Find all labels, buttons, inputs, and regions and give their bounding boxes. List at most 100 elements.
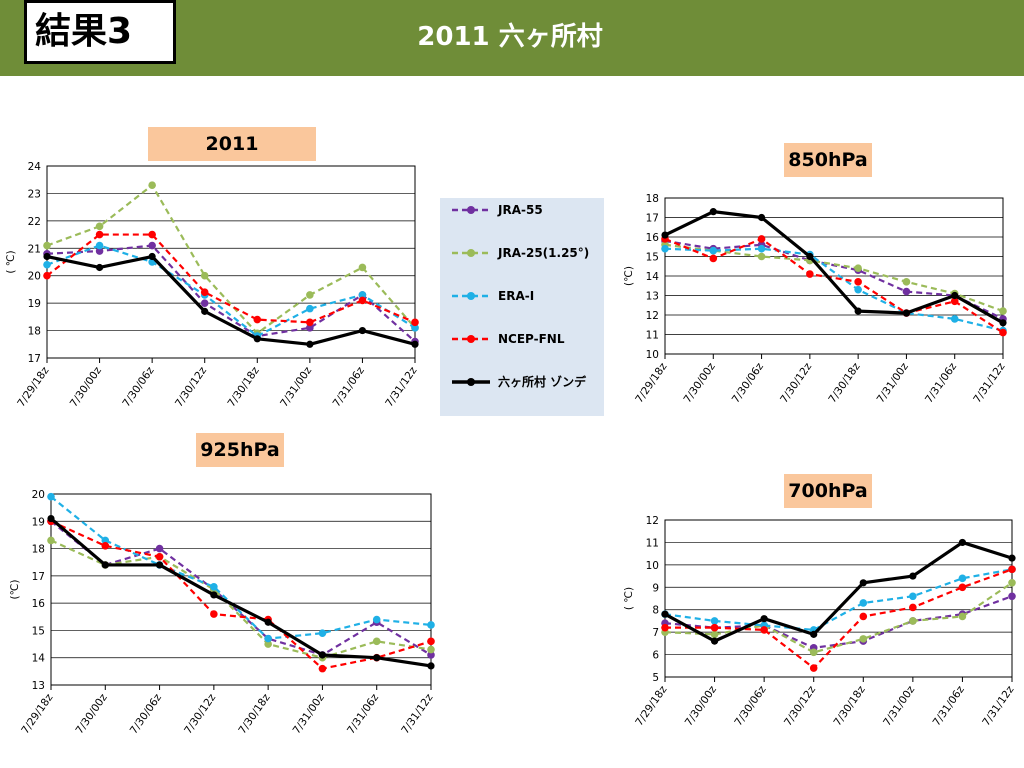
x-tick-label: 7/29/18z bbox=[633, 360, 669, 405]
y-tick-label: 5 bbox=[652, 672, 659, 684]
x-tick-label: 7/30/00z bbox=[74, 691, 110, 736]
data-point bbox=[210, 582, 218, 591]
data-point bbox=[155, 552, 164, 561]
data-point bbox=[253, 335, 261, 343]
chart-c700: 5 6 7 8 9 10 11 12 7/29/18z 7/30/00z 7/30/06z 7/30/… bbox=[623, 515, 1017, 728]
plot-area bbox=[50, 493, 432, 686]
data-point bbox=[372, 637, 381, 646]
data-point bbox=[101, 542, 110, 550]
data-point bbox=[854, 278, 862, 286]
x-tick-label: 7/31/00z bbox=[881, 683, 917, 728]
data-point bbox=[372, 615, 381, 624]
data-point bbox=[909, 603, 917, 612]
data-point bbox=[757, 252, 766, 261]
data-point bbox=[373, 654, 381, 662]
data-point bbox=[661, 623, 669, 632]
y-tick-label: 14 bbox=[646, 271, 660, 283]
data-point bbox=[47, 492, 55, 501]
x-tick-label: 7/31/06z bbox=[923, 360, 959, 405]
x-tick-label: 7/31/00z bbox=[875, 360, 911, 405]
data-point bbox=[999, 319, 1007, 327]
data-point bbox=[909, 617, 917, 625]
x-tick-label: 7/31/12z bbox=[383, 364, 419, 409]
data-point bbox=[264, 634, 272, 643]
data-point bbox=[757, 235, 766, 243]
legend-label-sonde: 六ヶ所村 ゾンデ bbox=[498, 375, 587, 389]
x-tick-label: 7/30/06z bbox=[128, 691, 164, 736]
data-point bbox=[43, 252, 51, 261]
data-point bbox=[318, 664, 327, 673]
data-point bbox=[1008, 579, 1016, 587]
y-tick-label: 11 bbox=[646, 330, 659, 342]
series-line-1 bbox=[664, 243, 1004, 313]
y-tick-label: 14 bbox=[32, 653, 46, 665]
data-point bbox=[101, 561, 109, 569]
legend: JRA-55 JRA-25(1.25°) ERA-I NCEP-FNL 六ヶ所村… bbox=[440, 198, 604, 416]
data-point bbox=[306, 318, 314, 327]
data-point bbox=[958, 538, 967, 547]
y-axis-label: (℃) bbox=[9, 580, 21, 600]
data-point bbox=[47, 536, 55, 545]
y-tick-label: 10 bbox=[646, 349, 659, 361]
data-point bbox=[806, 252, 814, 261]
data-point bbox=[709, 246, 718, 255]
data-point bbox=[909, 592, 917, 601]
series-line-4 bbox=[46, 254, 416, 346]
data-point bbox=[95, 247, 104, 255]
series-line-4 bbox=[664, 210, 1004, 325]
data-point bbox=[306, 324, 314, 332]
data-point bbox=[427, 621, 435, 629]
chart-title-925: 925hPa bbox=[196, 433, 284, 467]
legend-label-ncep: NCEP-FNL bbox=[498, 332, 565, 346]
data-point bbox=[950, 315, 959, 323]
x-tick-label: 7/29/18z bbox=[19, 691, 55, 736]
legend-swatch-ncep bbox=[452, 335, 490, 343]
y-tick-label: 16 bbox=[32, 598, 46, 610]
data-point bbox=[43, 271, 51, 280]
data-point bbox=[1008, 565, 1016, 574]
data-point bbox=[148, 230, 156, 239]
y-tick-label: 22 bbox=[28, 216, 41, 228]
data-point bbox=[101, 536, 110, 545]
data-point bbox=[810, 630, 818, 638]
data-point bbox=[757, 213, 766, 222]
data-point bbox=[318, 651, 327, 659]
chart-c1000: 17 18 19 20 21 22 23 24 7/29/18z 7/30/00z 7/30/06z… bbox=[5, 161, 420, 409]
x-tick-label: 7/31/06z bbox=[345, 691, 381, 736]
y-tick-label: 19 bbox=[32, 516, 45, 528]
data-point bbox=[809, 648, 818, 657]
data-point bbox=[411, 324, 419, 332]
data-point bbox=[306, 291, 314, 299]
y-tick-label: 11 bbox=[646, 537, 659, 549]
data-point bbox=[661, 610, 669, 618]
data-point bbox=[854, 307, 862, 315]
data-point bbox=[760, 615, 768, 623]
x-tick-label: 7/30/06z bbox=[730, 360, 766, 405]
data-point bbox=[427, 637, 435, 646]
data-point bbox=[999, 328, 1007, 337]
y-tick-label: 19 bbox=[28, 298, 41, 310]
data-point bbox=[358, 296, 367, 305]
y-axis-label: ( ℃) bbox=[623, 587, 635, 610]
x-tick-label: 7/31/00z bbox=[291, 691, 327, 736]
y-tick-label: 24 bbox=[28, 161, 42, 173]
x-tick-label: 7/30/18z bbox=[832, 683, 868, 728]
x-tick-label: 7/30/06z bbox=[120, 364, 156, 409]
y-tick-label: 15 bbox=[32, 625, 45, 637]
y-tick-label: 7 bbox=[652, 627, 659, 639]
y-axis-label: ( ℃) bbox=[5, 250, 17, 273]
series-line-0 bbox=[46, 244, 416, 343]
y-tick-label: 12 bbox=[646, 515, 659, 527]
data-point bbox=[427, 662, 435, 670]
x-tick-label: 7/30/00z bbox=[682, 360, 718, 405]
data-point bbox=[155, 544, 164, 553]
data-point bbox=[958, 574, 967, 583]
data-point bbox=[210, 610, 218, 618]
data-point bbox=[43, 260, 51, 269]
data-point bbox=[859, 599, 868, 607]
data-point bbox=[427, 651, 435, 659]
x-tick-label: 7/29/18z bbox=[633, 683, 669, 728]
data-point bbox=[661, 231, 669, 239]
data-point bbox=[43, 241, 51, 250]
y-tick-label: 17 bbox=[28, 353, 41, 365]
